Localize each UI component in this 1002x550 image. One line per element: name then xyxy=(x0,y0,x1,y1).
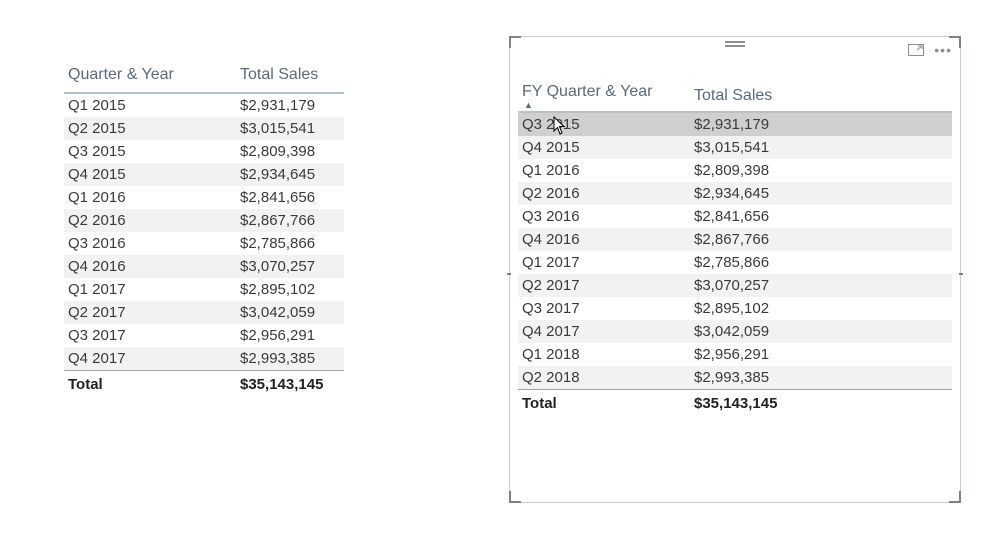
cell-sales: $2,934,645 xyxy=(690,182,952,205)
table-row[interactable]: Q2 2018$2,993,385 xyxy=(518,366,952,390)
table-row[interactable]: Q3 2017$2,956,291 xyxy=(64,324,344,347)
cell-period: Q2 2015 xyxy=(64,117,236,140)
cell-period: Q1 2018 xyxy=(518,343,690,366)
cell-period: Q3 2017 xyxy=(64,324,236,347)
cell-sales: $3,015,541 xyxy=(236,117,344,140)
cell-period: Q1 2017 xyxy=(518,251,690,274)
cell-period: Q3 2015 xyxy=(64,140,236,163)
left-total-label: Total xyxy=(64,371,236,397)
table-row[interactable]: Q2 2017$3,042,059 xyxy=(64,301,344,324)
table-row[interactable]: Q4 2016$2,867,766 xyxy=(518,228,952,251)
cell-sales: $2,809,398 xyxy=(690,159,952,182)
cell-period: Q4 2016 xyxy=(64,255,236,278)
cell-sales: $3,070,257 xyxy=(236,255,344,278)
right-col-header-period-label: FY Quarter & Year xyxy=(522,83,652,100)
table-row[interactable]: Q4 2016$3,070,257 xyxy=(64,255,344,278)
cell-sales: $3,042,059 xyxy=(236,301,344,324)
cell-sales: $3,015,541 xyxy=(690,136,952,159)
table-row[interactable]: Q2 2017$3,070,257 xyxy=(518,274,952,297)
cell-period: Q3 2015 xyxy=(518,112,690,136)
right-table-visual[interactable]: ••• FY Quarter & Year ▲ Total Sales Q3 2… xyxy=(509,36,961,503)
cell-sales: $2,867,766 xyxy=(690,228,952,251)
cell-period: Q2 2018 xyxy=(518,366,690,390)
cell-sales: $2,956,291 xyxy=(690,343,952,366)
resize-handle-bl[interactable] xyxy=(509,489,523,503)
cell-sales: $2,895,102 xyxy=(690,297,952,320)
cell-sales: $2,809,398 xyxy=(236,140,344,163)
cell-period: Q3 2017 xyxy=(518,297,690,320)
cell-period: Q2 2016 xyxy=(64,209,236,232)
cell-sales: $2,785,866 xyxy=(690,251,952,274)
cell-sales: $2,867,766 xyxy=(236,209,344,232)
left-col-header-sales[interactable]: Total Sales xyxy=(236,62,344,93)
cell-sales: $2,993,385 xyxy=(690,366,952,390)
visual-drag-grip[interactable] xyxy=(725,41,745,47)
cell-sales: $3,070,257 xyxy=(690,274,952,297)
cell-period: Q4 2017 xyxy=(64,347,236,371)
resize-handle-right[interactable] xyxy=(959,273,963,275)
cell-period: Q4 2015 xyxy=(64,163,236,186)
table-row[interactable]: Q2 2015$3,015,541 xyxy=(64,117,344,140)
table-row[interactable]: Q1 2016$2,841,656 xyxy=(64,186,344,209)
right-col-header-sales[interactable]: Total Sales xyxy=(690,79,952,112)
right-total-label: Total xyxy=(518,390,690,416)
cell-sales: $2,931,179 xyxy=(690,112,952,136)
cell-sales: $3,042,059 xyxy=(690,320,952,343)
cell-sales: $2,895,102 xyxy=(236,278,344,301)
resize-handle-tl[interactable] xyxy=(509,36,523,50)
table-row[interactable]: Q4 2017$3,042,059 xyxy=(518,320,952,343)
cell-period: Q1 2017 xyxy=(64,278,236,301)
cell-period: Q4 2017 xyxy=(518,320,690,343)
cell-period: Q4 2016 xyxy=(518,228,690,251)
cell-period: Q3 2016 xyxy=(518,205,690,228)
table-row[interactable]: Q3 2015$2,809,398 xyxy=(64,140,344,163)
table-row[interactable]: Q2 2016$2,867,766 xyxy=(64,209,344,232)
table-row[interactable]: Q4 2015$2,934,645 xyxy=(64,163,344,186)
resize-handle-left[interactable] xyxy=(507,273,511,275)
table-row[interactable]: Q1 2018$2,956,291 xyxy=(518,343,952,366)
cell-sales: $2,956,291 xyxy=(236,324,344,347)
table-row[interactable]: Q3 2015$2,931,179 xyxy=(518,112,952,136)
table-row[interactable]: Q3 2016$2,841,656 xyxy=(518,205,952,228)
table-row[interactable]: Q4 2015$3,015,541 xyxy=(518,136,952,159)
table-row[interactable]: Q1 2015$2,931,179 xyxy=(64,93,344,117)
cell-sales: $2,841,656 xyxy=(236,186,344,209)
table-row[interactable]: Q1 2016$2,809,398 xyxy=(518,159,952,182)
cell-period: Q1 2016 xyxy=(64,186,236,209)
cell-period: Q2 2017 xyxy=(518,274,690,297)
cell-sales: $2,993,385 xyxy=(236,347,344,371)
cell-sales: $2,931,179 xyxy=(236,93,344,117)
cell-period: Q2 2016 xyxy=(518,182,690,205)
table-row[interactable]: Q2 2016$2,934,645 xyxy=(518,182,952,205)
table-row[interactable]: Q1 2017$2,785,866 xyxy=(518,251,952,274)
table-row[interactable]: Q3 2017$2,895,102 xyxy=(518,297,952,320)
cell-sales: $2,785,866 xyxy=(236,232,344,255)
sort-asc-icon: ▲ xyxy=(522,101,682,109)
cell-period: Q1 2016 xyxy=(518,159,690,182)
more-options-icon[interactable]: ••• xyxy=(934,45,952,55)
table-row[interactable]: Q4 2017$2,993,385 xyxy=(64,347,344,371)
resize-handle-br[interactable] xyxy=(947,489,961,503)
left-table-visual: Quarter & Year Total Sales Q1 2015$2,931… xyxy=(64,62,344,396)
left-total-value: $35,143,145 xyxy=(236,371,344,397)
left-col-header-period[interactable]: Quarter & Year xyxy=(64,62,236,93)
cell-sales: $2,934,645 xyxy=(236,163,344,186)
right-total-value: $35,143,145 xyxy=(690,390,952,416)
cell-period: Q1 2015 xyxy=(64,93,236,117)
cell-sales: $2,841,656 xyxy=(690,205,952,228)
cell-period: Q3 2016 xyxy=(64,232,236,255)
right-col-header-period[interactable]: FY Quarter & Year ▲ xyxy=(518,79,690,112)
table-row[interactable]: Q1 2017$2,895,102 xyxy=(64,278,344,301)
table-row[interactable]: Q3 2016$2,785,866 xyxy=(64,232,344,255)
cell-period: Q4 2015 xyxy=(518,136,690,159)
cell-period: Q2 2017 xyxy=(64,301,236,324)
focus-mode-icon[interactable] xyxy=(908,43,924,57)
